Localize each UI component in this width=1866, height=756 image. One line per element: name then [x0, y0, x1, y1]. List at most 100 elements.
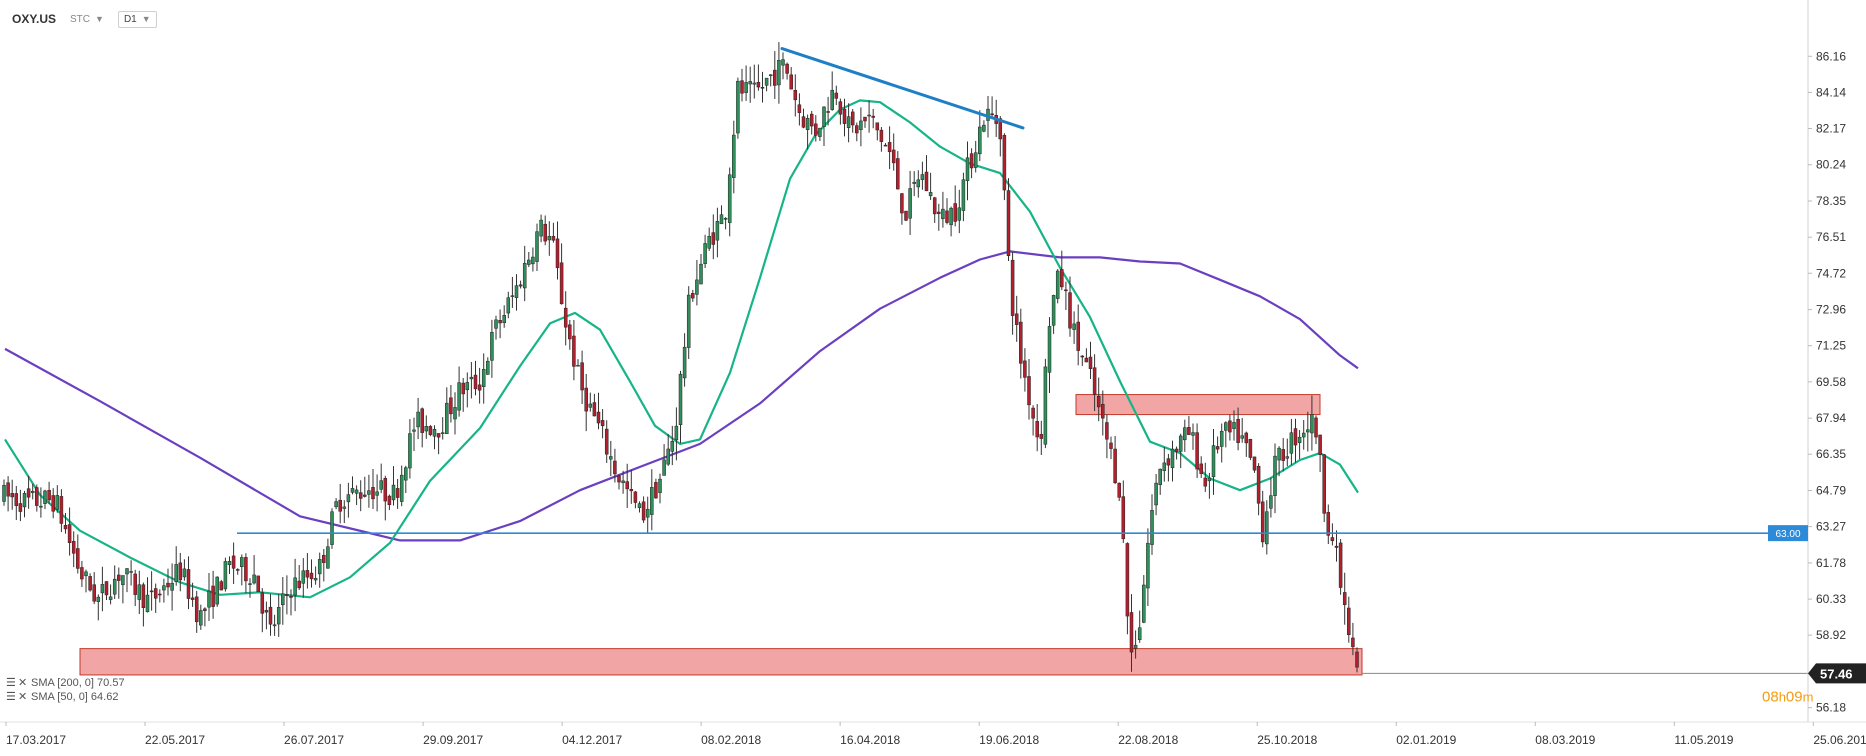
bull-candle	[965, 157, 970, 181]
bull-candle	[1170, 448, 1175, 468]
legend-close-icon[interactable]: ✕	[18, 691, 27, 703]
indicator-legend[interactable]: ☰ ✕ SMA [200, 0] 70.57 ☰ ✕ SMA [50, 0] 64.62	[6, 677, 125, 703]
bull-candle	[1146, 542, 1150, 589]
bull-candle	[440, 432, 445, 434]
bull-candle	[1269, 495, 1273, 509]
bear-candle	[235, 569, 240, 571]
sma-50-line[interactable]	[4, 99, 1359, 599]
bull-candle	[531, 256, 535, 265]
bull-candle	[777, 60, 781, 86]
bear-candle	[625, 481, 629, 490]
bull-candle	[379, 480, 383, 490]
bull-candle	[752, 82, 757, 85]
bear-candle	[842, 108, 847, 124]
bull-candle	[334, 501, 338, 508]
bear-candle	[711, 232, 716, 245]
bear-candle	[117, 574, 121, 581]
last-price-badge	[1808, 663, 1866, 684]
bear-candle	[35, 487, 39, 506]
bear-candle	[900, 193, 904, 214]
bear-candle	[67, 524, 72, 544]
bull-candle	[174, 564, 178, 582]
bull-candle	[293, 577, 297, 596]
bear-candle	[1129, 612, 1134, 653]
bull-candle	[764, 77, 769, 86]
symbol-label[interactable]: OXY.US	[12, 12, 57, 26]
bear-candle	[158, 593, 162, 596]
bull-candle	[412, 429, 416, 432]
bear-candle	[1006, 190, 1011, 257]
bull-candle	[486, 360, 490, 375]
bear-candle	[633, 491, 638, 503]
bear-candle	[26, 488, 31, 498]
x-tick-label: 19.06.2018	[979, 733, 1039, 747]
bear-candle	[194, 596, 199, 623]
candles-layer	[2, 42, 1359, 673]
timeframe-dropdown[interactable]: D1 ▼	[117, 10, 157, 28]
bear-candle	[855, 125, 859, 134]
x-tick-label: 11.05.2019	[1674, 733, 1733, 747]
bear-candle	[1322, 454, 1326, 514]
bull-candle	[416, 411, 420, 428]
bear-candle	[1039, 434, 1044, 439]
bear-candle	[1027, 376, 1031, 406]
bear-candle	[596, 411, 601, 424]
last-price-label: 57.46	[1820, 666, 1853, 681]
bear-candle	[1281, 449, 1285, 461]
bear-candle	[186, 569, 191, 599]
legend-menu-icon[interactable]: ☰	[6, 677, 16, 689]
y-tick-label: 74.72	[1816, 266, 1846, 280]
x-tick-label: 02.01.2019	[1396, 733, 1456, 747]
bull-candle	[941, 208, 945, 220]
bull-candle	[736, 80, 740, 134]
y-axis[interactable]: 86.16 84.14 82.17 80.24 78.35 76.51 74.72 72.96…	[1807, 0, 1846, 722]
y-tick-label: 69.58	[1816, 375, 1846, 389]
bear-candle	[1064, 289, 1068, 292]
bull-candle	[715, 221, 720, 241]
bull-candle	[527, 259, 531, 265]
x-tick-label: 16.04.2018	[840, 733, 900, 747]
bull-candle	[916, 179, 921, 188]
bear-candle	[1355, 651, 1359, 668]
bull-candle	[678, 373, 683, 426]
bear-candle	[850, 111, 855, 126]
bear-candle	[1080, 355, 1085, 358]
bear-candle	[654, 482, 658, 499]
bear-candle	[797, 104, 802, 113]
legend-close-icon[interactable]: ✕	[18, 677, 27, 689]
instrument-type-dropdown[interactable]: STC ▼	[70, 14, 104, 25]
bear-candle	[990, 113, 994, 116]
bull-candle	[805, 118, 810, 131]
bear-candle	[264, 610, 269, 613]
support-resistance-zone[interactable]	[79, 648, 1363, 676]
legend-sma-50[interactable]: ☰ ✕ SMA [50, 0] 64.62	[6, 691, 118, 703]
bear-candle	[760, 87, 765, 89]
legend-menu-icon[interactable]: ☰	[6, 691, 16, 703]
sma-200-line[interactable]	[4, 250, 1359, 542]
x-axis[interactable]: 17.03.2017 22.05.2017 26.07.2017 29.09.2017…	[0, 721, 1866, 747]
support-resistance-zone[interactable]	[1075, 394, 1321, 416]
bull-candle	[252, 574, 256, 584]
bull-candle	[662, 459, 666, 476]
bull-candle	[859, 120, 863, 131]
bear-candle	[387, 495, 392, 506]
bear-candle	[1166, 458, 1171, 466]
bear-candle	[92, 584, 96, 602]
bull-candle	[227, 561, 232, 566]
bull-candle	[1162, 462, 1167, 471]
bull-candle	[215, 576, 219, 605]
bear-candle	[231, 555, 236, 569]
bull-candle	[621, 480, 625, 484]
trendline[interactable]	[780, 47, 1025, 130]
bear-candle	[604, 428, 609, 455]
legend-sma-200[interactable]: ☰ ✕ SMA [200, 0] 70.57	[6, 677, 125, 689]
bull-candle	[342, 506, 347, 509]
bear-candle	[641, 501, 646, 521]
bull-candle	[457, 382, 461, 411]
bear-candle	[166, 582, 170, 588]
bull-candle	[207, 590, 211, 608]
bear-candle	[904, 210, 908, 221]
bull-candle	[818, 127, 822, 137]
bear-candle	[563, 307, 568, 328]
